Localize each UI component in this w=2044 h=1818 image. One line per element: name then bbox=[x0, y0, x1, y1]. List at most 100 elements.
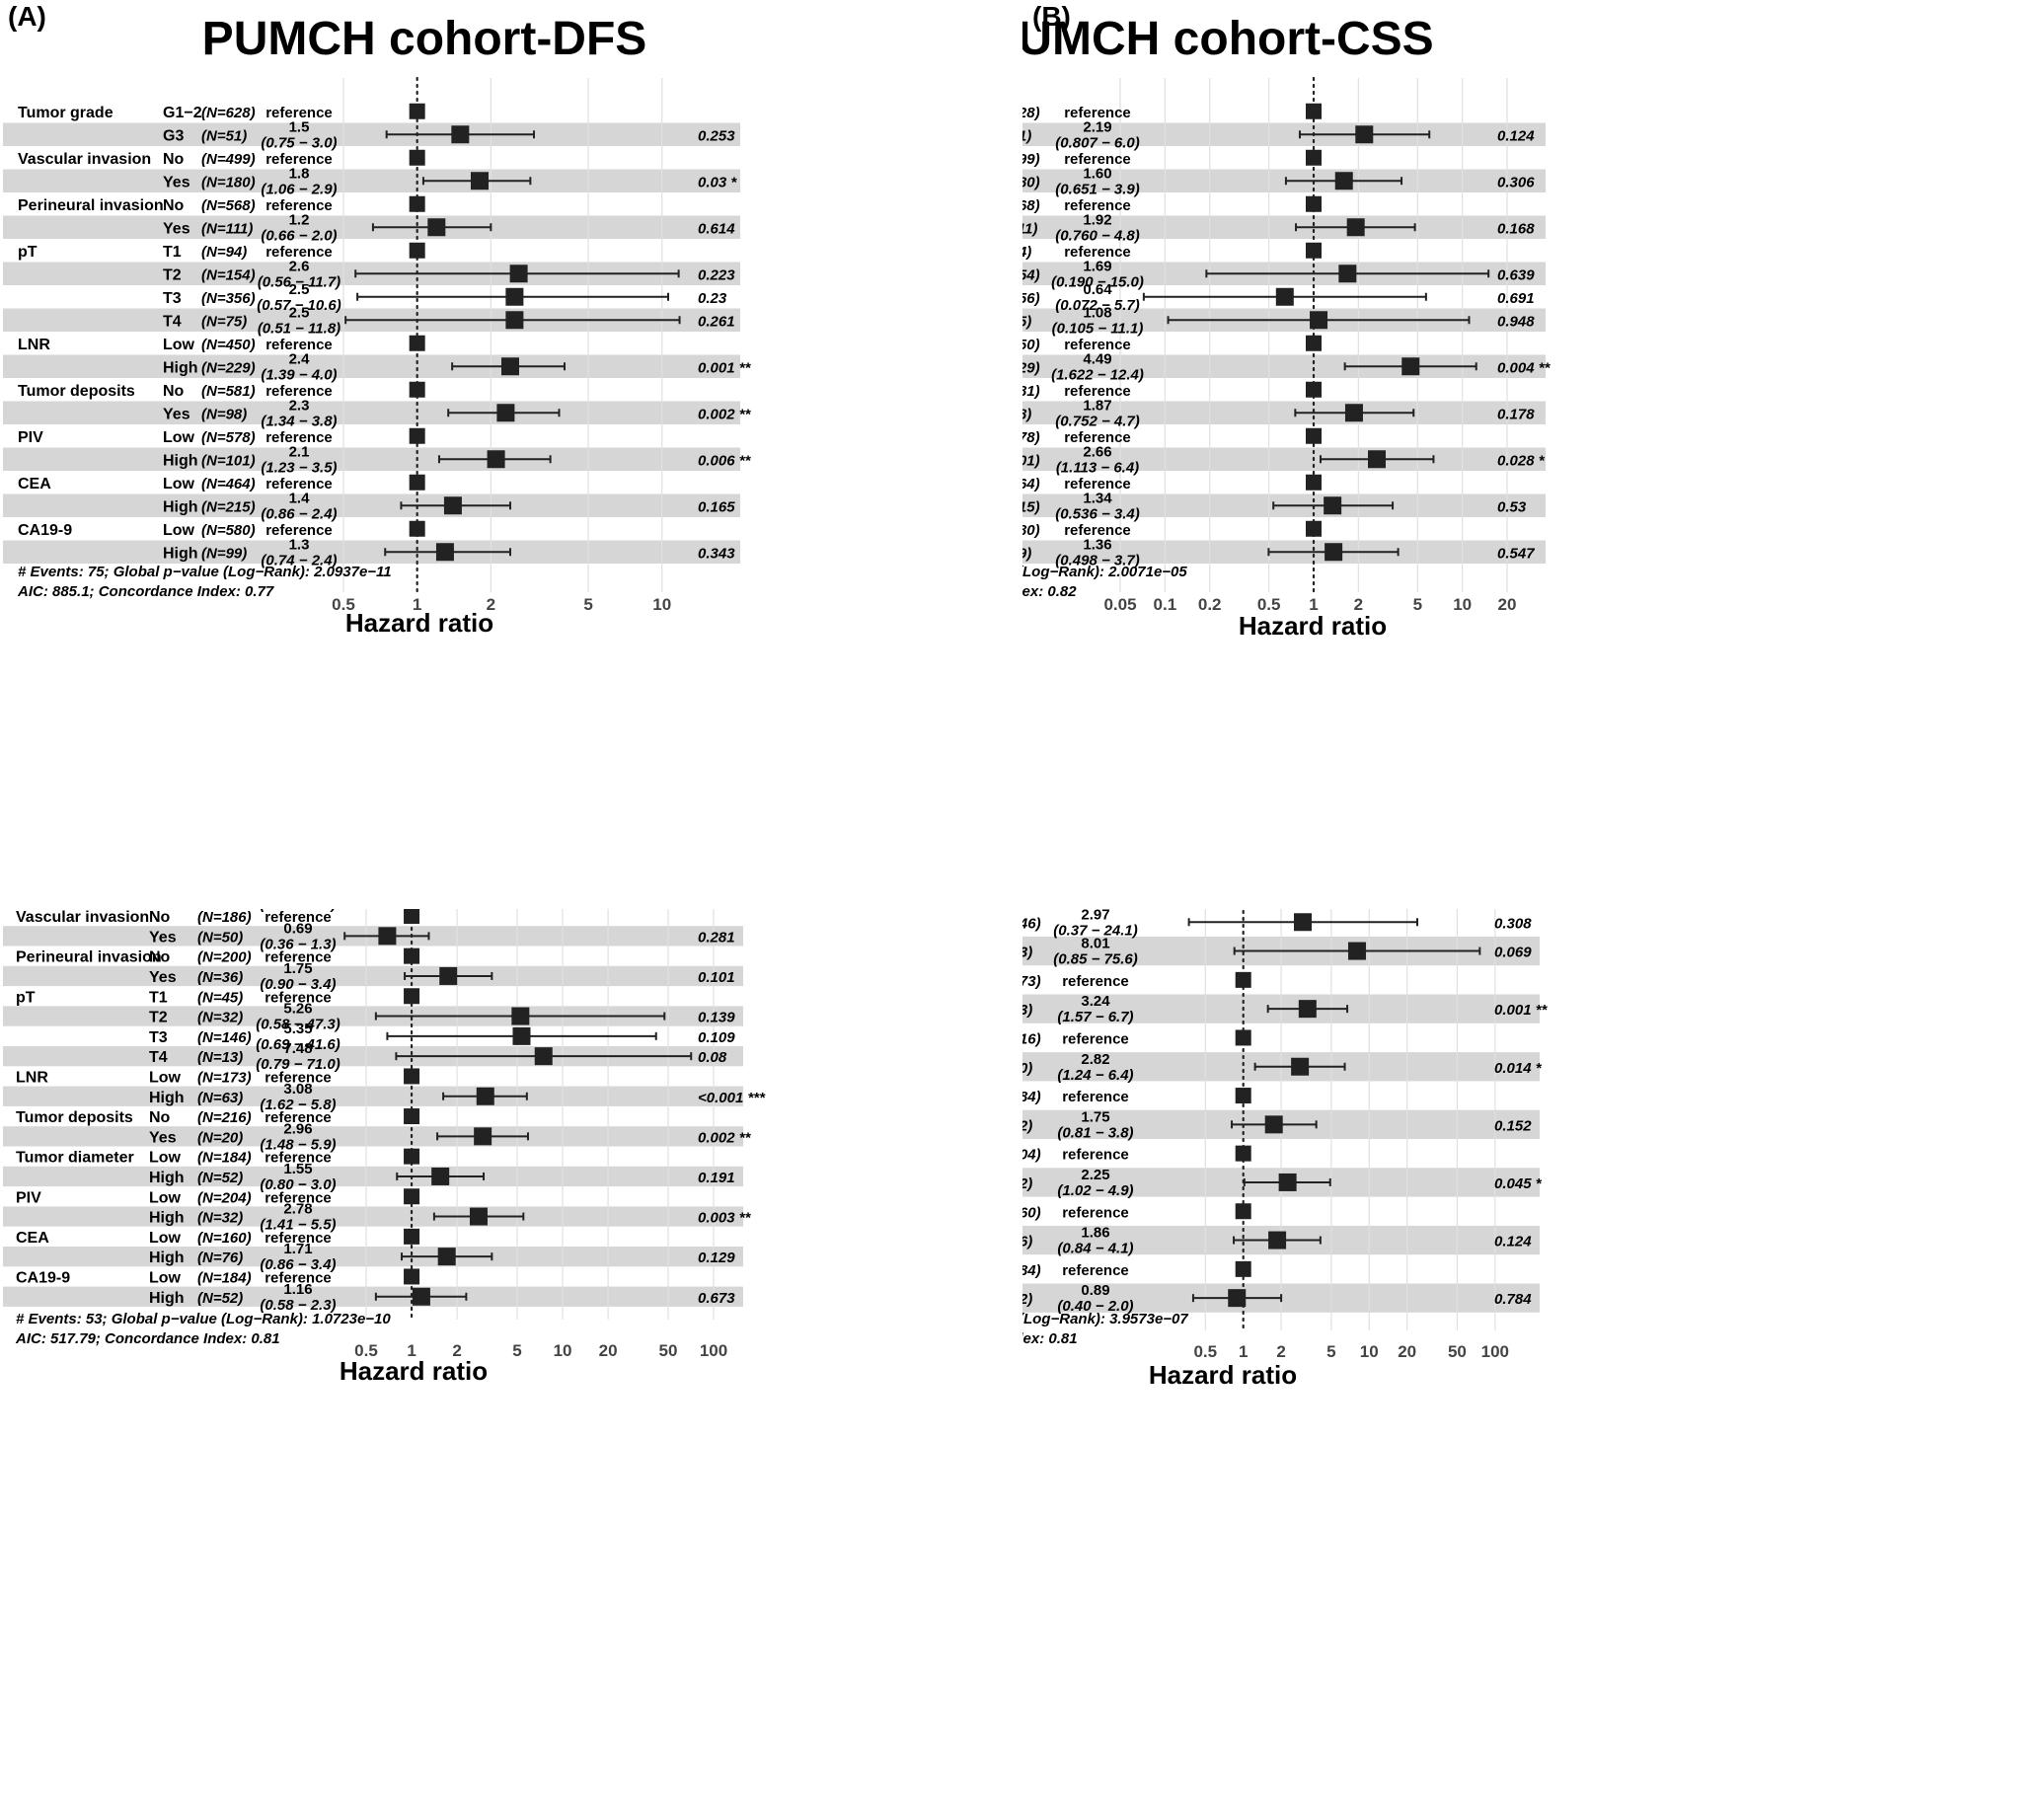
estimate-label: 2.4 bbox=[289, 350, 311, 367]
estimate-label: reference bbox=[265, 1150, 332, 1167]
estimate-label: reference bbox=[265, 1069, 332, 1086]
ci-label: (0.190 − 15.0) bbox=[1051, 273, 1144, 290]
row-band bbox=[3, 1046, 743, 1067]
n-label: (N=32) bbox=[197, 1010, 243, 1026]
p-value-label: 0.306 bbox=[1497, 174, 1535, 190]
n-label: (N=111) bbox=[201, 220, 253, 237]
n-label: (N=52) bbox=[197, 1170, 243, 1186]
hr-point bbox=[1310, 311, 1328, 330]
row-band bbox=[3, 122, 740, 146]
estimate-label: reference bbox=[1064, 476, 1131, 492]
p-value-label: 0.165 bbox=[698, 498, 735, 515]
p-value-label: 0.101 bbox=[698, 969, 735, 986]
ci-label: (0.56 − 11.7) bbox=[258, 273, 341, 290]
x-axis-label: Hazard ratio bbox=[1239, 611, 1387, 641]
row-band bbox=[3, 1247, 743, 1267]
ci-label: (0.40 − 2.0) bbox=[1057, 1298, 1133, 1315]
level-label: Yes bbox=[163, 406, 190, 422]
tick-label: 0.05 bbox=[1103, 595, 1136, 614]
hr-point bbox=[451, 125, 470, 144]
tick-label: 5 bbox=[583, 595, 592, 614]
tick-label: 5 bbox=[512, 1341, 521, 1360]
n-label: (N=160) bbox=[197, 1230, 252, 1247]
ci-label: (0.57 − 10.6) bbox=[257, 297, 341, 314]
row-band bbox=[1022, 447, 1546, 471]
hr-point bbox=[487, 450, 505, 469]
x-axis-label: Hazard ratio bbox=[345, 608, 493, 638]
tick-label: 20 bbox=[1398, 1342, 1416, 1361]
variable-label: PIV bbox=[16, 1189, 41, 1206]
p-value-label: 0.03 * bbox=[698, 174, 737, 190]
estimate-label: 2.5 bbox=[289, 281, 310, 298]
estimate-label: reference bbox=[265, 949, 332, 966]
level-label: No bbox=[163, 383, 185, 400]
n-label: (N=184) bbox=[197, 1269, 252, 1286]
hr-point bbox=[1228, 1289, 1247, 1308]
n-label: (N=160) bbox=[1022, 1204, 1041, 1221]
hr-point bbox=[409, 520, 425, 537]
n-label: (N=450) bbox=[1022, 337, 1040, 353]
estimate-label: 2.1 bbox=[289, 443, 310, 460]
hr-point bbox=[409, 195, 425, 212]
p-value-label: 0.124 bbox=[1494, 1234, 1532, 1250]
panel-d: (D)PLAGH cohort-CSSpTT1(N=45)referenceT2… bbox=[1022, 909, 2044, 1818]
footer-aic: AIC: 517.79; Concordance Index: 0.81 bbox=[15, 1330, 280, 1347]
estimate-label: 1.75 bbox=[283, 960, 312, 977]
hr-point bbox=[509, 265, 528, 283]
hr-point bbox=[443, 496, 462, 515]
n-label: (N=173) bbox=[197, 1069, 252, 1086]
hr-point bbox=[404, 1148, 420, 1165]
row-band bbox=[3, 1166, 743, 1187]
row-band bbox=[3, 401, 740, 424]
hr-point bbox=[1235, 1088, 1251, 1104]
n-label: (N=146) bbox=[197, 1029, 252, 1046]
n-label: (N=51) bbox=[201, 127, 247, 144]
estimate-label: 1.34 bbox=[1083, 490, 1112, 506]
hr-point bbox=[470, 172, 489, 190]
p-value-label: 0.006 ** bbox=[698, 452, 752, 469]
n-label: (N=45) bbox=[197, 989, 243, 1006]
n-label: (N=499) bbox=[201, 151, 256, 168]
hr-point bbox=[409, 335, 425, 351]
estimate-label: 1.69 bbox=[1083, 258, 1111, 274]
row-band bbox=[3, 1086, 743, 1106]
tick-label: 10 bbox=[1360, 1342, 1379, 1361]
level-label: Low bbox=[149, 1189, 182, 1206]
estimate-label: 2.78 bbox=[283, 1201, 312, 1218]
row-band bbox=[3, 1006, 743, 1026]
level-label: No bbox=[149, 909, 171, 926]
estimate-label: 1.5 bbox=[289, 118, 310, 135]
tick-label: 1 bbox=[413, 595, 421, 614]
level-label: T3 bbox=[163, 290, 182, 307]
p-value-label: 0.691 bbox=[1497, 290, 1535, 307]
tick-label: 10 bbox=[652, 595, 671, 614]
ci-label: (1.622 − 12.4) bbox=[1051, 366, 1144, 383]
n-label: (N=99) bbox=[201, 545, 247, 562]
n-label: (N=146) bbox=[1022, 915, 1041, 932]
tick-label: 1 bbox=[407, 1341, 416, 1360]
hr-point bbox=[1235, 1260, 1251, 1277]
estimate-label: reference bbox=[1062, 1204, 1129, 1221]
n-label: (N=13) bbox=[1022, 945, 1032, 961]
estimate-label: reference bbox=[265, 989, 332, 1006]
hr-point bbox=[409, 242, 425, 259]
estimate-label: reference bbox=[1064, 522, 1131, 539]
level-label: T1 bbox=[163, 244, 182, 261]
p-value-label: 0.261 bbox=[698, 313, 735, 330]
level-label: Low bbox=[163, 337, 195, 353]
p-value-label: 0.281 bbox=[698, 929, 735, 946]
ci-label: (0.69 − 41.6) bbox=[256, 1036, 340, 1053]
row-band bbox=[3, 1286, 743, 1307]
variable-label: LNR bbox=[18, 337, 50, 353]
n-label: (N=99) bbox=[1022, 545, 1031, 562]
ci-label: (0.760 − 4.8) bbox=[1055, 227, 1139, 244]
hr-point bbox=[404, 909, 420, 925]
hr-point bbox=[404, 1188, 420, 1205]
estimate-label: reference bbox=[265, 1230, 332, 1247]
estimate-label: reference bbox=[1062, 1030, 1129, 1047]
estimate-label: 3.08 bbox=[283, 1081, 312, 1098]
p-value-label: 0.152 bbox=[1494, 1117, 1532, 1134]
hr-point bbox=[1325, 543, 1343, 562]
hr-point bbox=[1235, 971, 1251, 988]
hr-point bbox=[1338, 265, 1357, 283]
